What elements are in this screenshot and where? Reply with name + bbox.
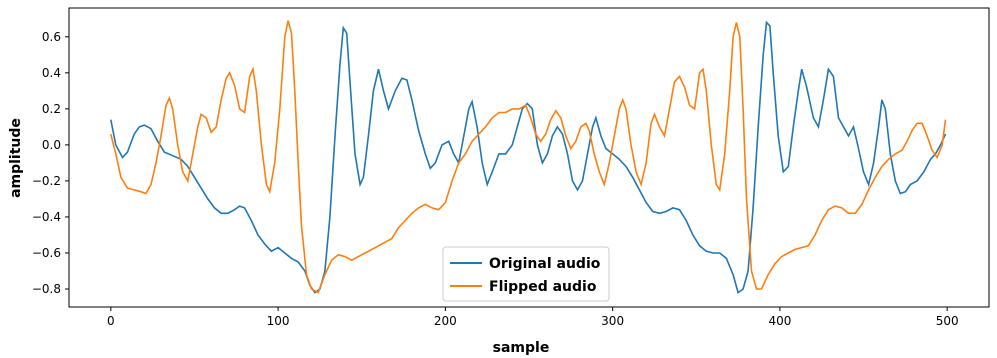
legend-label-original-audio: Original audio [489, 256, 601, 272]
y-axis-label: amplitude [8, 118, 24, 198]
y-tick-label: 0.0 [42, 138, 61, 152]
plot-frame [68, 7, 990, 308]
x-tick-label: 100 [267, 314, 290, 328]
x-axis-ticks: 0 100 200 300 400 500 [107, 307, 959, 328]
series-line-original-audio [110, 20, 947, 294]
series-line-flipped-audio [110, 20, 947, 294]
x-tick-label: 400 [768, 314, 791, 328]
legend: Original audio Flipped audio [442, 246, 610, 302]
legend-label-flipped-audio: Flipped audio [489, 279, 597, 295]
line-series-group [110, 20, 947, 294]
x-tick-label: 300 [601, 314, 624, 328]
y-tick-label: 0.4 [42, 66, 61, 80]
y-tick-label: 0.2 [42, 102, 61, 116]
y-tick-label: −0.8 [32, 282, 61, 296]
x-tick-label: 200 [434, 314, 457, 328]
x-tick-label: 500 [936, 314, 959, 328]
legend-box [442, 246, 610, 302]
x-axis-label: sample [493, 340, 550, 356]
y-axis-ticks: −0.8 −0.6 −0.4 −0.2 0.0 0.2 0.4 0.6 [32, 30, 69, 296]
y-tick-label: −0.4 [32, 210, 61, 224]
x-tick-label: 0 [107, 314, 115, 328]
y-tick-label: 0.6 [42, 30, 61, 44]
y-tick-label: −0.2 [32, 174, 61, 188]
y-tick-label: −0.6 [32, 246, 61, 260]
